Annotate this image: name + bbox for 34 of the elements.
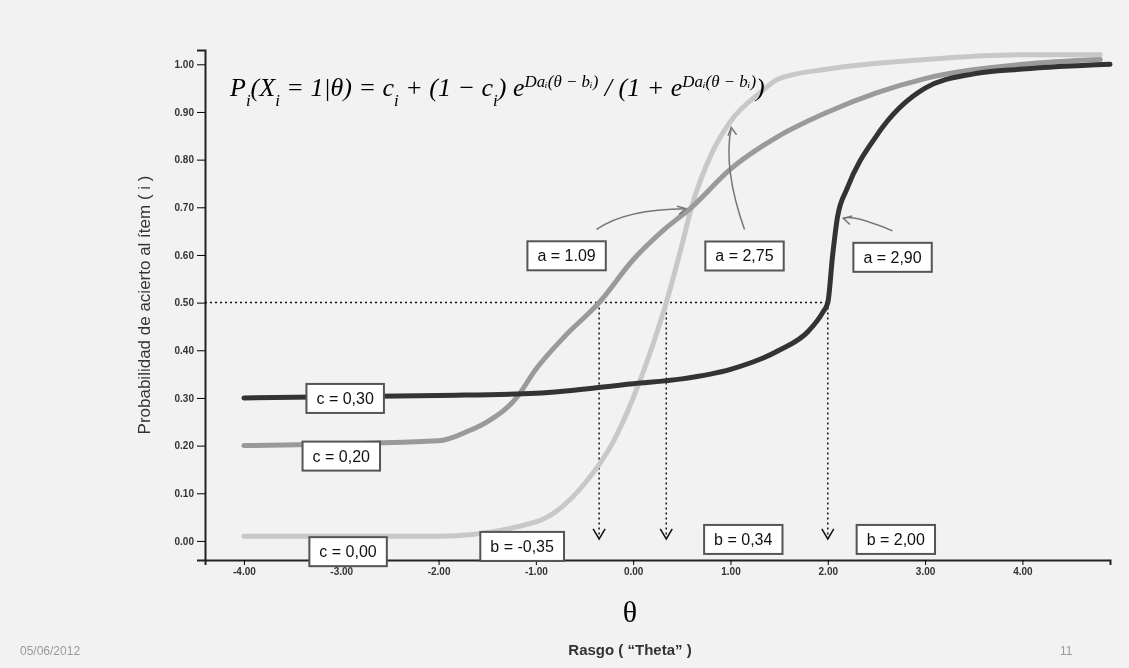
y-tick-label: 0.60 (174, 249, 195, 261)
text: 05/06/2012 (20, 644, 81, 658)
x-tick-label: -2.00 (427, 566, 451, 578)
x-tick-label: -4.00 (233, 566, 257, 578)
annotation: b = 2,00 (866, 530, 926, 548)
y-tick-label: 0.40 (174, 344, 195, 356)
y-tick-label: 0.90 (174, 106, 195, 118)
annotation: c = 0,30 (316, 389, 374, 407)
x-tick-label: -1.00 (524, 566, 549, 578)
y-tick-label: 0.70 (174, 201, 195, 213)
y-tick-label: 0.30 (174, 392, 195, 404)
annotation: a = 1.09 (537, 247, 596, 265)
annotation: b = 0,34 (714, 530, 773, 548)
y-tick-label: 0.80 (174, 154, 195, 166)
x-axis-title: θ Rasgo ( “Theta” ) (568, 595, 692, 658)
annotation: c = 0,20 (312, 447, 371, 465)
x-tick-label: 1.00 (721, 566, 742, 578)
y-tick-label: 0.00 (174, 535, 195, 547)
y-tick-label: 1.00 (174, 59, 195, 70)
y-axis-title: Probabilidad de acierto al ítem ( i ) (135, 175, 154, 435)
x-tick-label: -3.00 (330, 566, 354, 578)
annotation: a = 2,90 (863, 248, 922, 266)
x-tick-label: 4.00 (1013, 566, 1034, 578)
y-tick-label: 0.20 (174, 440, 195, 452)
x-tick-label: 0.00 (623, 566, 644, 578)
y-tick-label: 0.50 (174, 297, 195, 309)
text: 11 (1060, 644, 1073, 658)
y-tick-label: 0.10 (174, 487, 195, 499)
x-tick-label: 3.00 (915, 566, 936, 578)
annotation: a = 2,75 (715, 247, 774, 265)
annotation: c = 0,00 (319, 543, 377, 561)
chart-title: P$_{i}$(X$_{i}$ = 1|θ) = c$_{i}$ + (1 − c$_{i}$) e$^{Daᵢ(θ − bᵢ)}$ / (1 + e$^{Daᵢ(θ − bᵢ)}$) (230, 71, 765, 110)
x-tick-label: 2.00 (818, 566, 839, 578)
annotation: b = -0,35 (490, 537, 555, 555)
